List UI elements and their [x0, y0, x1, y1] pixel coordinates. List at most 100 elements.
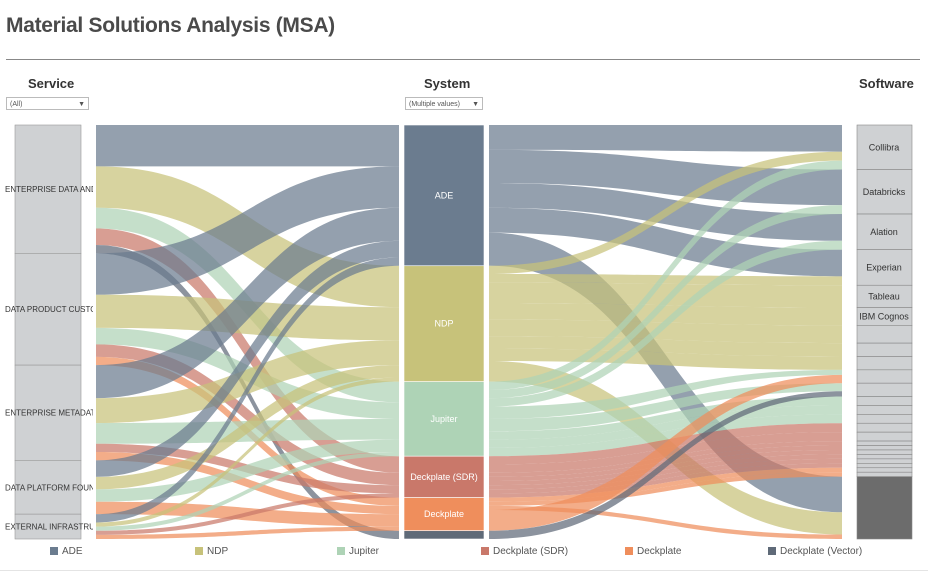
title-divider [6, 59, 920, 60]
flow-ribbon [96, 344, 399, 486]
legend-label: Deckplate (Vector) [780, 546, 863, 557]
system-node [403, 381, 485, 457]
software-node [856, 458, 913, 464]
system-node-label: Jupiter [430, 414, 457, 424]
software-node [856, 356, 913, 371]
legend-swatch [768, 547, 776, 555]
service-node-label: ENTERPRISE DATA AND A [5, 185, 105, 194]
flow-ribbon [489, 125, 842, 152]
system-filter-value: (Multiple values) [409, 101, 460, 108]
flow-ribbon [96, 452, 399, 515]
legend-item: NDP [195, 546, 228, 557]
software-node [856, 124, 913, 170]
flow-ribbon [96, 240, 399, 477]
software-column-header: Software [859, 76, 914, 91]
service-column-header: Service [28, 76, 75, 91]
service-node [14, 513, 82, 540]
flow-ribbon [489, 319, 842, 344]
legend-swatch [625, 547, 633, 555]
flow-ribbon [96, 207, 399, 399]
flow-ribbon [489, 467, 842, 502]
service-node [14, 460, 82, 515]
software-node [856, 476, 913, 540]
software-node [856, 342, 913, 357]
legend-swatch [337, 547, 345, 555]
flow-ribbon [489, 414, 842, 457]
software-node-label: Collibra [869, 142, 900, 152]
software-node [856, 445, 913, 451]
software-node [856, 213, 913, 250]
legend-item: Deckplate (SDR) [481, 546, 568, 557]
flow-ribbon [96, 452, 399, 531]
legend-swatch [481, 547, 489, 555]
flow-ribbon [489, 505, 842, 539]
flow-ribbon [96, 257, 399, 523]
software-node-label: IBM Cognos [859, 311, 909, 321]
legend-item: Deckplate [625, 546, 681, 557]
flow-ribbon [489, 441, 842, 477]
flow-ribbon [489, 454, 842, 490]
flow-ribbon [489, 463, 842, 498]
system-node-label: ADE [435, 190, 454, 200]
system-column-header: System [424, 76, 471, 91]
left-flow-group [96, 125, 399, 539]
software-node [856, 325, 913, 344]
software-node [856, 405, 913, 415]
system-node [403, 455, 485, 498]
software-node [856, 169, 913, 215]
software-node-label: Alation [870, 227, 898, 237]
legend-item: Deckplate (Vector) [768, 546, 862, 557]
legend-item: Jupiter [337, 546, 379, 557]
system-node [403, 124, 485, 267]
software-node [856, 454, 913, 460]
service-filter-value: (All) [10, 101, 23, 108]
system-node-label: NDP [434, 319, 453, 329]
software-node [856, 449, 913, 455]
system-node-label: Deckplate [424, 509, 464, 519]
service-node [14, 364, 82, 461]
legend-label: Jupiter [349, 546, 380, 557]
system-filter-dropdown[interactable]: (Multiple values) ▼ [405, 97, 483, 110]
flow-ribbon [489, 348, 842, 370]
flow-ribbon [489, 151, 842, 275]
flow-ribbon [96, 526, 399, 539]
software-node-label: Experian [866, 262, 902, 272]
sankey-chart: ENTERPRISE DATA AND A DATA PRODUCT CUSTOM… [5, 124, 913, 540]
flow-ribbon [489, 369, 842, 419]
legend-label: ADE [62, 546, 83, 557]
service-filter-dropdown[interactable]: (All) ▼ [6, 97, 89, 110]
legend-label: NDP [207, 546, 229, 557]
service-node-label: EXTERNAL INFRASTRUCT [5, 523, 106, 532]
flow-ribbon [489, 303, 842, 326]
flow-ribbon [489, 458, 842, 494]
software-node [856, 463, 913, 469]
footer-divider [0, 570, 928, 571]
software-node [856, 414, 913, 424]
flow-ribbon [489, 336, 842, 357]
legend-swatch [195, 547, 203, 555]
flow-ribbon [489, 160, 842, 390]
legend-label: Deckplate (SDR) [493, 546, 569, 557]
legend-item: ADE [50, 546, 83, 557]
flow-ribbon [489, 472, 842, 506]
flow-ribbon [489, 374, 842, 531]
service-node [14, 253, 82, 366]
flow-ribbon [96, 365, 399, 490]
system-node [403, 530, 485, 540]
chevron-down-icon: ▼ [78, 101, 85, 108]
legend-label: Deckplate [637, 546, 682, 557]
page-title: Material Solutions Analysis (MSA) [6, 14, 335, 37]
software-node [856, 467, 913, 473]
flow-ribbon [96, 493, 399, 535]
service-node [14, 124, 82, 254]
software-node-label: Databricks [863, 187, 906, 197]
right-flow-group [489, 125, 842, 539]
flow-ribbon [489, 405, 842, 448]
software-node [856, 249, 913, 286]
flow-ribbon [489, 282, 842, 308]
software-node [856, 369, 913, 384]
chevron-down-icon: ▼ [472, 101, 479, 108]
service-node-label: ENTERPRISE METADATA [5, 409, 101, 418]
system-node-label: Deckplate (SDR) [410, 472, 478, 482]
software-node [856, 396, 913, 406]
